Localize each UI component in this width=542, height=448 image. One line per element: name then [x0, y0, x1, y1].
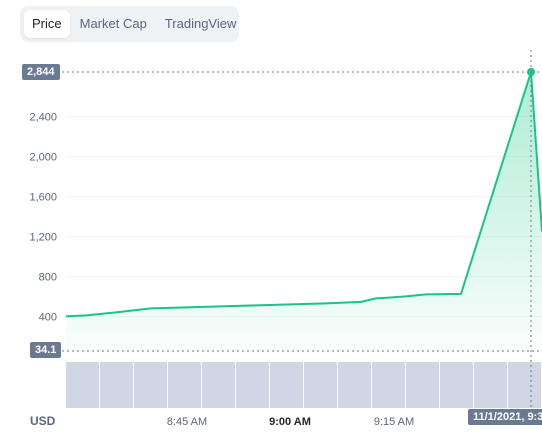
x-axis-labels: 8:45 AM 9:00 AM 9:15 AM	[167, 416, 414, 428]
tab-price[interactable]: Price	[24, 10, 70, 38]
volume-bar	[338, 362, 371, 408]
price-line	[65, 71, 542, 318]
y-tick-label: 1,600	[29, 191, 57, 203]
volume-bar	[440, 362, 473, 408]
y-tick-label: 400	[39, 311, 57, 323]
volume-bar	[100, 362, 133, 408]
volume-bar	[406, 362, 439, 408]
tab-market-cap[interactable]: Market Cap	[79, 16, 147, 31]
y-tick-label: 800	[39, 271, 57, 283]
x-tick-label: 9:00 AM	[269, 416, 311, 428]
crosshair-point	[527, 68, 535, 76]
volume-bar	[508, 362, 541, 408]
y-tick-label: 2,000	[29, 151, 57, 163]
y-tick-label: 2,400	[29, 111, 57, 123]
volume-bar	[236, 362, 269, 408]
volume-bar	[474, 362, 507, 408]
crosshair-price-label: 2,844	[22, 64, 60, 80]
volume-bars	[66, 362, 541, 408]
x-tick-label: 8:45 AM	[167, 416, 207, 428]
crosshair-time-label: 11/1/2021, 9:3	[468, 409, 542, 425]
min-price-label: 34.1	[30, 342, 62, 358]
volume-bar	[168, 362, 201, 408]
volume-bar	[202, 362, 235, 408]
y-axis-labels: 400 800 1,200 1,600 2,000 2,400	[29, 111, 57, 323]
volume-bar	[134, 362, 167, 408]
x-tick-label: 9:15 AM	[374, 416, 414, 428]
price-area	[66, 72, 542, 353]
y-tick-label: 1,200	[29, 231, 57, 243]
volume-bar	[372, 362, 405, 408]
currency-label: USD	[30, 414, 56, 428]
volume-bar	[66, 362, 99, 408]
chart-tabs: Price Market Cap TradingView	[20, 6, 239, 42]
volume-bar	[270, 362, 303, 408]
tab-tradingview[interactable]: TradingView	[164, 16, 237, 31]
volume-bar	[304, 362, 337, 408]
